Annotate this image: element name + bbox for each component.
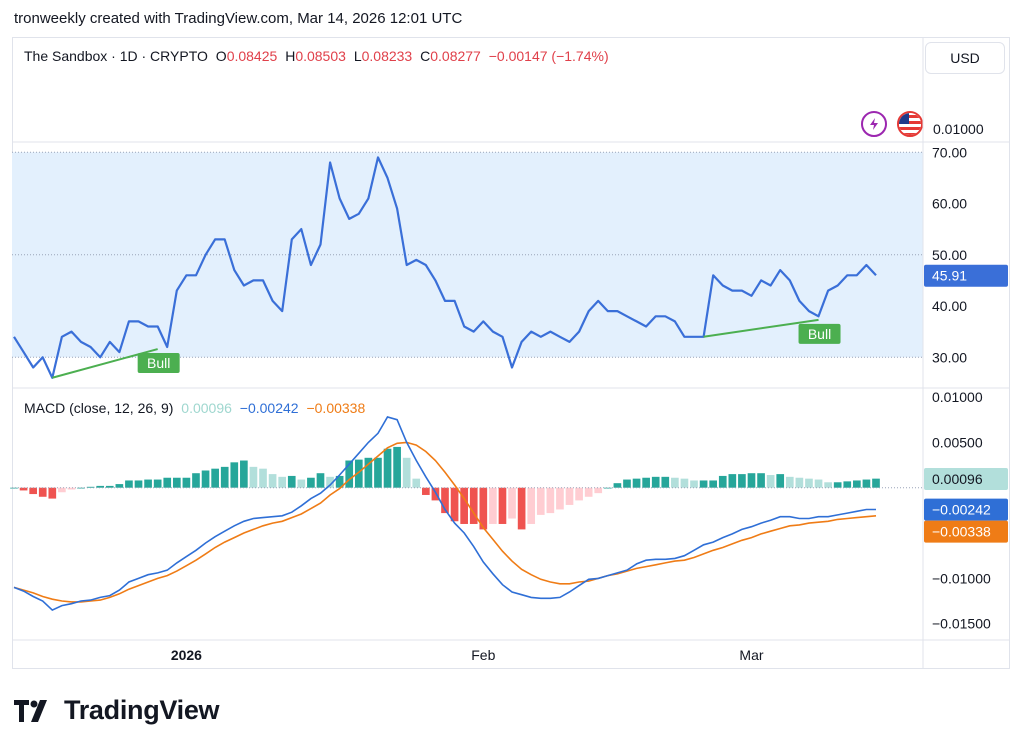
close-label: C bbox=[420, 48, 431, 64]
us-flag-icon[interactable] bbox=[897, 111, 923, 137]
macd-signal-value: −0.00338 bbox=[306, 400, 366, 416]
low-value: 0.08233 bbox=[361, 48, 413, 64]
rsi-legend: RSI Divergence Indicator (14, close) 45.… bbox=[24, 153, 401, 169]
chart-frame bbox=[12, 37, 1010, 669]
high-value: 0.08503 bbox=[295, 48, 346, 64]
rsi-flag: Ø bbox=[332, 153, 344, 169]
rsi-value: 45.91 bbox=[256, 153, 292, 169]
symbol-legend: The Sandbox · 1D · CRYPTO O0.08425 H0.08… bbox=[24, 48, 613, 64]
close-value: 0.08277 bbox=[430, 48, 481, 64]
macd-hist-value: 0.00096 bbox=[181, 400, 232, 416]
macd-title[interactable]: MACD (close, 12, 26, 9) bbox=[24, 400, 174, 416]
symbol-name[interactable]: The Sandbox · 1D · CRYPTO bbox=[24, 48, 208, 64]
low-label: L bbox=[353, 48, 362, 64]
tradingview-logo-text: TradingView bbox=[64, 695, 220, 725]
ohlc-open: O0.08425 bbox=[216, 48, 278, 64]
rsi-title[interactable]: RSI Divergence Indicator (14, close) bbox=[24, 153, 249, 169]
price-axis-label: 0.01000 bbox=[933, 121, 984, 137]
ohlc-low: L0.08233 bbox=[354, 48, 412, 64]
ohlc-close: C0.08277 bbox=[420, 48, 481, 64]
open-label: O bbox=[215, 48, 227, 64]
currency-button[interactable]: USD bbox=[925, 42, 1005, 74]
price-change: −0.00147 (−1.74%) bbox=[488, 48, 609, 64]
ohlc-high: H0.08503 bbox=[285, 48, 346, 64]
rsi-flag: Ø bbox=[386, 153, 397, 169]
rsi-flag: Ø bbox=[305, 153, 317, 169]
chart-caption: tronweekly created with TradingView.com,… bbox=[14, 10, 463, 27]
macd-line-value: −0.00242 bbox=[239, 400, 299, 416]
open-value: 0.08425 bbox=[226, 48, 278, 64]
tradingview-logo: TradingView bbox=[14, 695, 220, 726]
high-label: H bbox=[285, 48, 296, 64]
rsi-flag: Ø bbox=[359, 153, 371, 169]
macd-legend: MACD (close, 12, 26, 9) 0.00096 −0.00242… bbox=[24, 400, 369, 416]
lightning-icon[interactable] bbox=[861, 111, 887, 137]
tradingview-logo-icon bbox=[14, 699, 47, 722]
